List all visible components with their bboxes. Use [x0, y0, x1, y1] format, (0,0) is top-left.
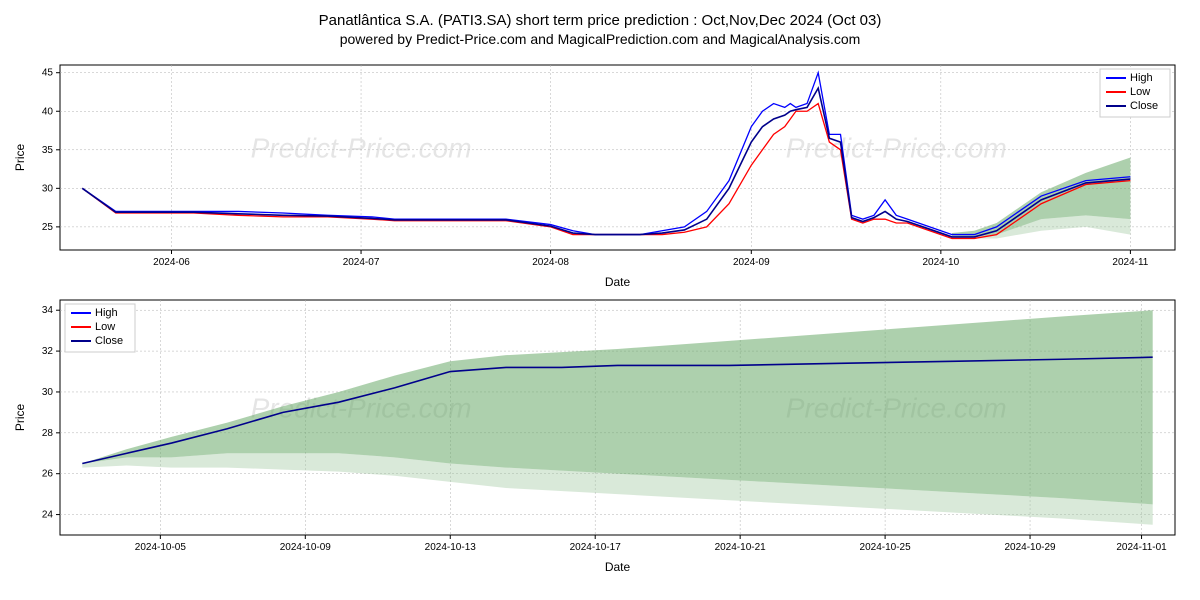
svg-text:Predict-Price.com: Predict-Price.com	[786, 133, 1007, 164]
svg-text:High: High	[95, 307, 118, 319]
svg-text:2024-07: 2024-07	[343, 257, 380, 268]
svg-text:2024-10-13: 2024-10-13	[425, 542, 477, 553]
svg-text:2024-06: 2024-06	[153, 257, 190, 268]
svg-text:2024-10-05: 2024-10-05	[135, 542, 187, 553]
svg-text:2024-10-09: 2024-10-09	[280, 542, 332, 553]
svg-text:2024-08: 2024-08	[532, 257, 569, 268]
chart-subtitle: powered by Predict-Price.com and Magical…	[10, 31, 1190, 47]
svg-text:45: 45	[42, 68, 54, 79]
svg-text:35: 35	[42, 145, 54, 156]
svg-text:Close: Close	[95, 335, 123, 347]
svg-text:40: 40	[42, 106, 54, 117]
svg-text:2024-10-17: 2024-10-17	[570, 542, 622, 553]
svg-text:2024-11: 2024-11	[1112, 257, 1148, 268]
svg-text:High: High	[1130, 72, 1153, 84]
svg-text:2024-10-25: 2024-10-25	[860, 542, 912, 553]
svg-text:26: 26	[42, 469, 54, 480]
chart-container: Panatlântica S.A. (PATI3.SA) short term …	[10, 12, 1190, 575]
svg-text:30: 30	[42, 183, 54, 194]
svg-text:Low: Low	[95, 321, 115, 333]
svg-text:Price: Price	[13, 144, 27, 172]
svg-text:24: 24	[42, 510, 54, 521]
chart1: 25 30 35 40 45 2024-06 2024-07 2024-08 2024-09 20…	[10, 55, 1190, 290]
svg-text:30: 30	[42, 387, 54, 398]
svg-text:Date: Date	[605, 560, 631, 574]
svg-text:Low: Low	[1130, 86, 1150, 98]
svg-text:25: 25	[42, 222, 54, 233]
svg-text:2024-09: 2024-09	[733, 257, 770, 268]
svg-text:2024-10-29: 2024-10-29	[1004, 542, 1056, 553]
svg-text:28: 28	[42, 428, 54, 439]
chart-title: Panatlântica S.A. (PATI3.SA) short term …	[10, 12, 1190, 29]
svg-text:32: 32	[42, 346, 54, 357]
svg-text:Price: Price	[13, 404, 27, 432]
svg-text:Date: Date	[605, 275, 631, 289]
svg-text:34: 34	[42, 305, 54, 316]
svg-text:2024-10: 2024-10	[922, 257, 959, 268]
chart2: 24 26 28 30 32 34 2024-10-05 2024-10-09 2024-10-…	[10, 290, 1190, 575]
svg-text:Predict-Price.com: Predict-Price.com	[251, 133, 472, 164]
svg-text:2024-11-01: 2024-11-01	[1116, 542, 1167, 553]
svg-text:2024-10-21: 2024-10-21	[715, 542, 767, 553]
svg-text:Close: Close	[1130, 100, 1158, 112]
